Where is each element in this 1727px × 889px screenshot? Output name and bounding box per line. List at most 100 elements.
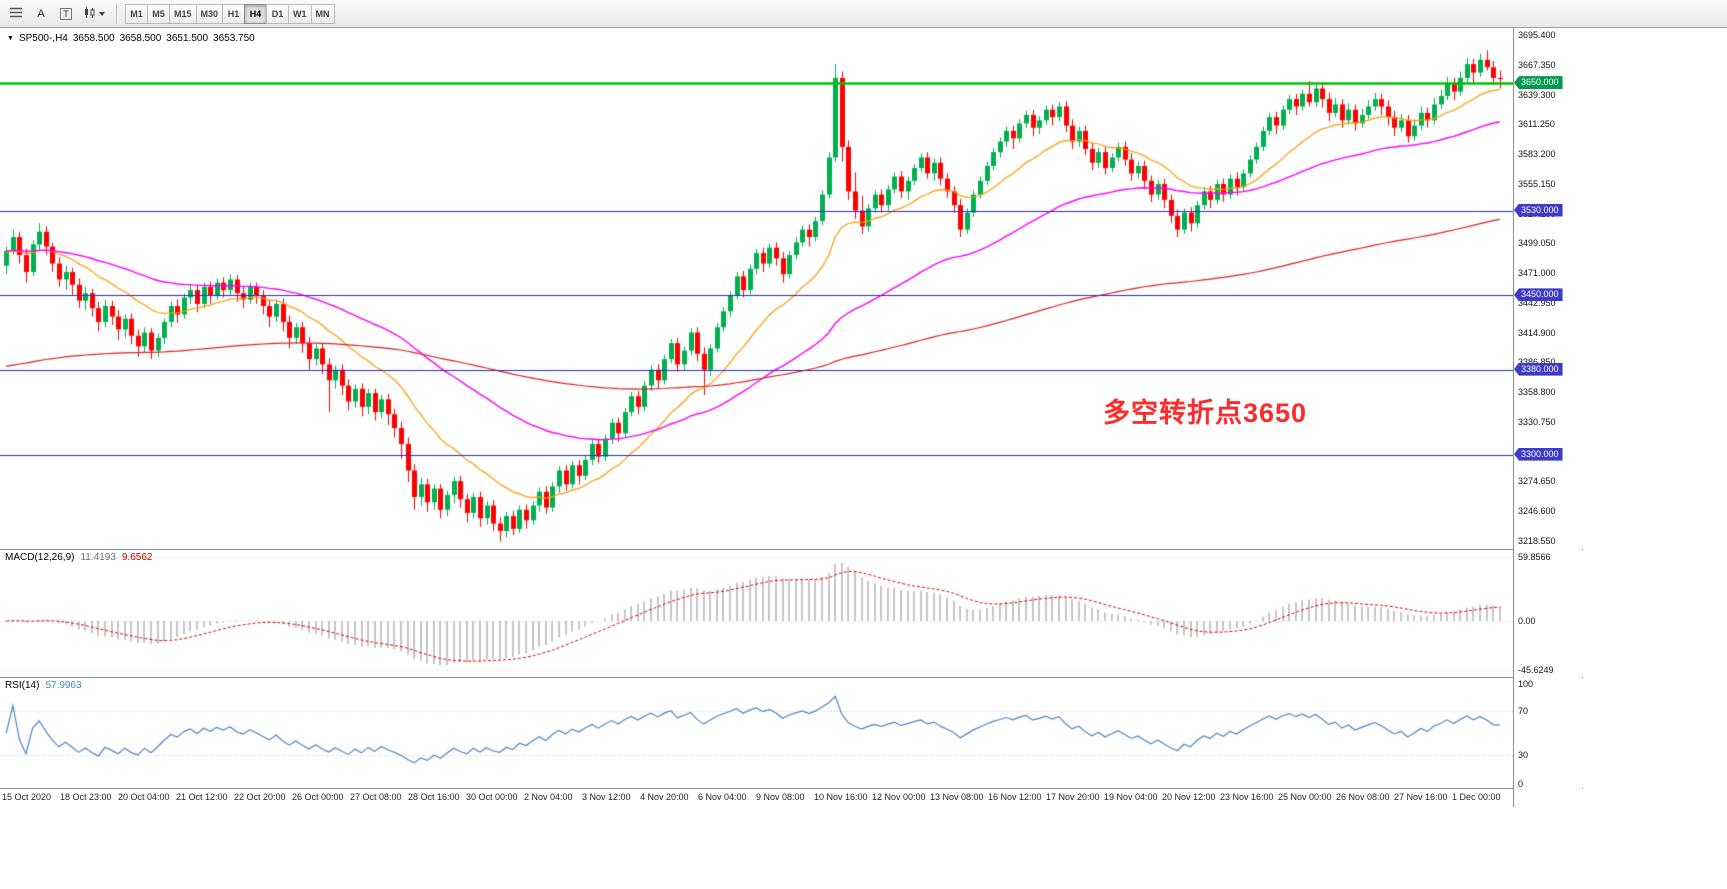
price-axis-label: 3639.300 [1518,89,1556,100]
price-level-badge: 3380.000 [1514,362,1563,376]
indicators-dropdown-button[interactable] [79,3,109,25]
time-axis-label: 22 Oct 20:00 [234,792,286,802]
timeframe-button-w1[interactable]: W1 [288,3,311,24]
macd-panel[interactable] [0,550,1513,677]
chart-list-tool-button[interactable] [4,3,28,25]
macd-signal-value: 9.6562 [121,552,153,563]
label-tool-label: T [60,7,72,20]
price-axis-label: 3611.250 [1518,119,1555,130]
price-axis-label: 3358.800 [1518,387,1556,398]
macd-main-value: 11.4193 [80,552,116,563]
time-axis-label: 26 Oct 00:00 [292,792,344,802]
macd-axis-label: 59.8566 [1518,551,1551,562]
symbol-period-label: SP500-,H4 [18,33,68,44]
time-axis-label: 10 Nov 16:00 [814,792,868,802]
price-axis-label: 3246.600 [1518,506,1556,517]
time-axis-label: 23 Nov 16:00 [1220,792,1274,802]
price-level-badge: 3530.000 [1514,203,1563,217]
price-axis-label: 3218.550 [1518,536,1556,546]
chart-ohlc-readout: ▼ SP500-,H4 3658.500 3658.500 3651.500 3… [7,33,255,44]
timeframe-button-m1[interactable]: M1 [125,3,147,24]
time-axis-label: 18 Oct 23:00 [60,792,112,802]
rsi-canvas[interactable] [0,678,1513,788]
price-axis-label: 3471.000 [1518,268,1556,279]
rsi-value: 57.9963 [45,680,82,691]
ohlc-high: 3658.500 [119,33,162,44]
time-axis-label: 13 Nov 08:00 [930,792,984,802]
panel-separator[interactable] [0,677,1583,678]
rsi-axis-label: 100 [1518,679,1534,689]
time-axis-label: 3 Nov 12:00 [582,792,631,802]
macd-name: MACD(12,26,9) [5,552,75,563]
timeframe-group: M1 M5 M15 M30 H1 H4 D1 W1 MN [125,3,335,24]
chart-annotation-text[interactable]: 多空转折点3650 [1103,398,1308,428]
rsi-name: RSI(14) [5,680,40,691]
rsi-axis-label: 30 [1518,750,1529,760]
timeframe-button-m5[interactable]: M5 [147,3,169,24]
time-axis-label: 21 Oct 12:00 [176,792,228,802]
price-axis-label: 3667.350 [1518,59,1556,70]
price-level-badge: 3300.000 [1514,447,1563,461]
time-axis-label: 30 Oct 00:00 [466,792,518,802]
price-axis-border [1513,28,1514,807]
toolbar: A T M1 M5 M15 M30 H1 H4 D1 W1 MN [0,0,1727,28]
symbol-marker-icon: ▼ [7,35,14,42]
timeframe-button-h4[interactable]: H4 [244,3,267,24]
price-axis[interactable] [1514,28,1582,807]
timeframe-button-h1[interactable]: H1 [222,3,245,24]
time-axis-label: 26 Nov 08:00 [1336,792,1390,802]
macd-canvas[interactable] [0,550,1513,677]
ohlc-open: 3658.500 [72,33,115,44]
price-level-badge: 3650.000 [1514,76,1563,90]
time-axis-label: 15 Oct 2020 [2,792,52,802]
price-axis-label: 3583.200 [1518,149,1556,160]
main-chart-panel[interactable] [0,28,1513,549]
macd-axis-label: 0.00 [1518,616,1536,627]
rsi-panel[interactable] [0,678,1513,788]
panel-separator[interactable] [0,549,1583,550]
time-axis-label: 9 Nov 08:00 [756,792,805,802]
price-axis-label: 3414.900 [1518,327,1556,338]
rsi-indicator-label: RSI(14) 57.9963 [5,680,82,691]
candlestick-icon [83,6,96,22]
panel-separator [0,788,1583,789]
price-axis-label: 3330.750 [1518,416,1556,427]
time-axis-label: 27 Nov 16:00 [1394,792,1448,802]
time-axis-label: 20 Oct 04:00 [118,792,170,802]
ohlc-close: 3653.750 [213,33,255,44]
price-axis-label: 3695.400 [1518,30,1556,40]
price-axis-label: 3274.650 [1518,476,1556,487]
time-axis-label: 6 Nov 04:00 [698,792,747,802]
time-axis[interactable]: 15 Oct 2020 18 Oct 23:00 20 Oct 04:00 21 Oc… [0,791,1583,807]
price-level-badge: 3450.000 [1514,288,1563,302]
time-axis-label: 27 Oct 08:00 [350,792,402,802]
timeframe-button-m15[interactable]: M15 [169,3,196,24]
text-tool-button[interactable]: A [29,3,53,25]
text-label-tool-button[interactable]: T [54,3,78,25]
timeframe-button-d1[interactable]: D1 [266,3,289,24]
toolbar-separator [116,3,118,24]
time-axis-label: 17 Nov 20:00 [1046,792,1100,802]
macd-indicator-label: MACD(12,26,9) 11.4193 9.6562 [5,552,152,563]
time-axis-label: 16 Nov 12:00 [988,792,1042,802]
price-axis-label: 3386.850 [1518,357,1556,368]
price-axis-label: 3499.050 [1518,238,1556,249]
time-axis-label: 25 Nov 00:00 [1278,792,1332,802]
time-axis-label: 2 Nov 04:00 [524,792,573,802]
macd-axis-label: -45.6249 [1518,665,1554,676]
time-axis-label: 20 Nov 12:00 [1162,792,1216,802]
timeframe-button-m30[interactable]: M30 [195,3,223,24]
price-axis-label: 3555.150 [1518,178,1556,189]
main-chart-canvas[interactable] [0,28,1513,549]
time-axis-label: 19 Nov 04:00 [1104,792,1158,802]
price-axis-label: 3442.950 [1518,297,1556,308]
time-axis-label: 28 Oct 16:00 [408,792,460,802]
rsi-axis-label: 70 [1518,706,1529,716]
rsi-axis-label: 0 [1518,779,1524,789]
caret-down-icon [99,11,105,16]
time-axis-label: 1 Dec 00:00 [1452,792,1501,802]
ohlc-low: 3651.500 [166,33,209,44]
timeframe-button-mn[interactable]: MN [310,3,335,24]
time-axis-label: 4 Nov 20:00 [640,792,689,802]
